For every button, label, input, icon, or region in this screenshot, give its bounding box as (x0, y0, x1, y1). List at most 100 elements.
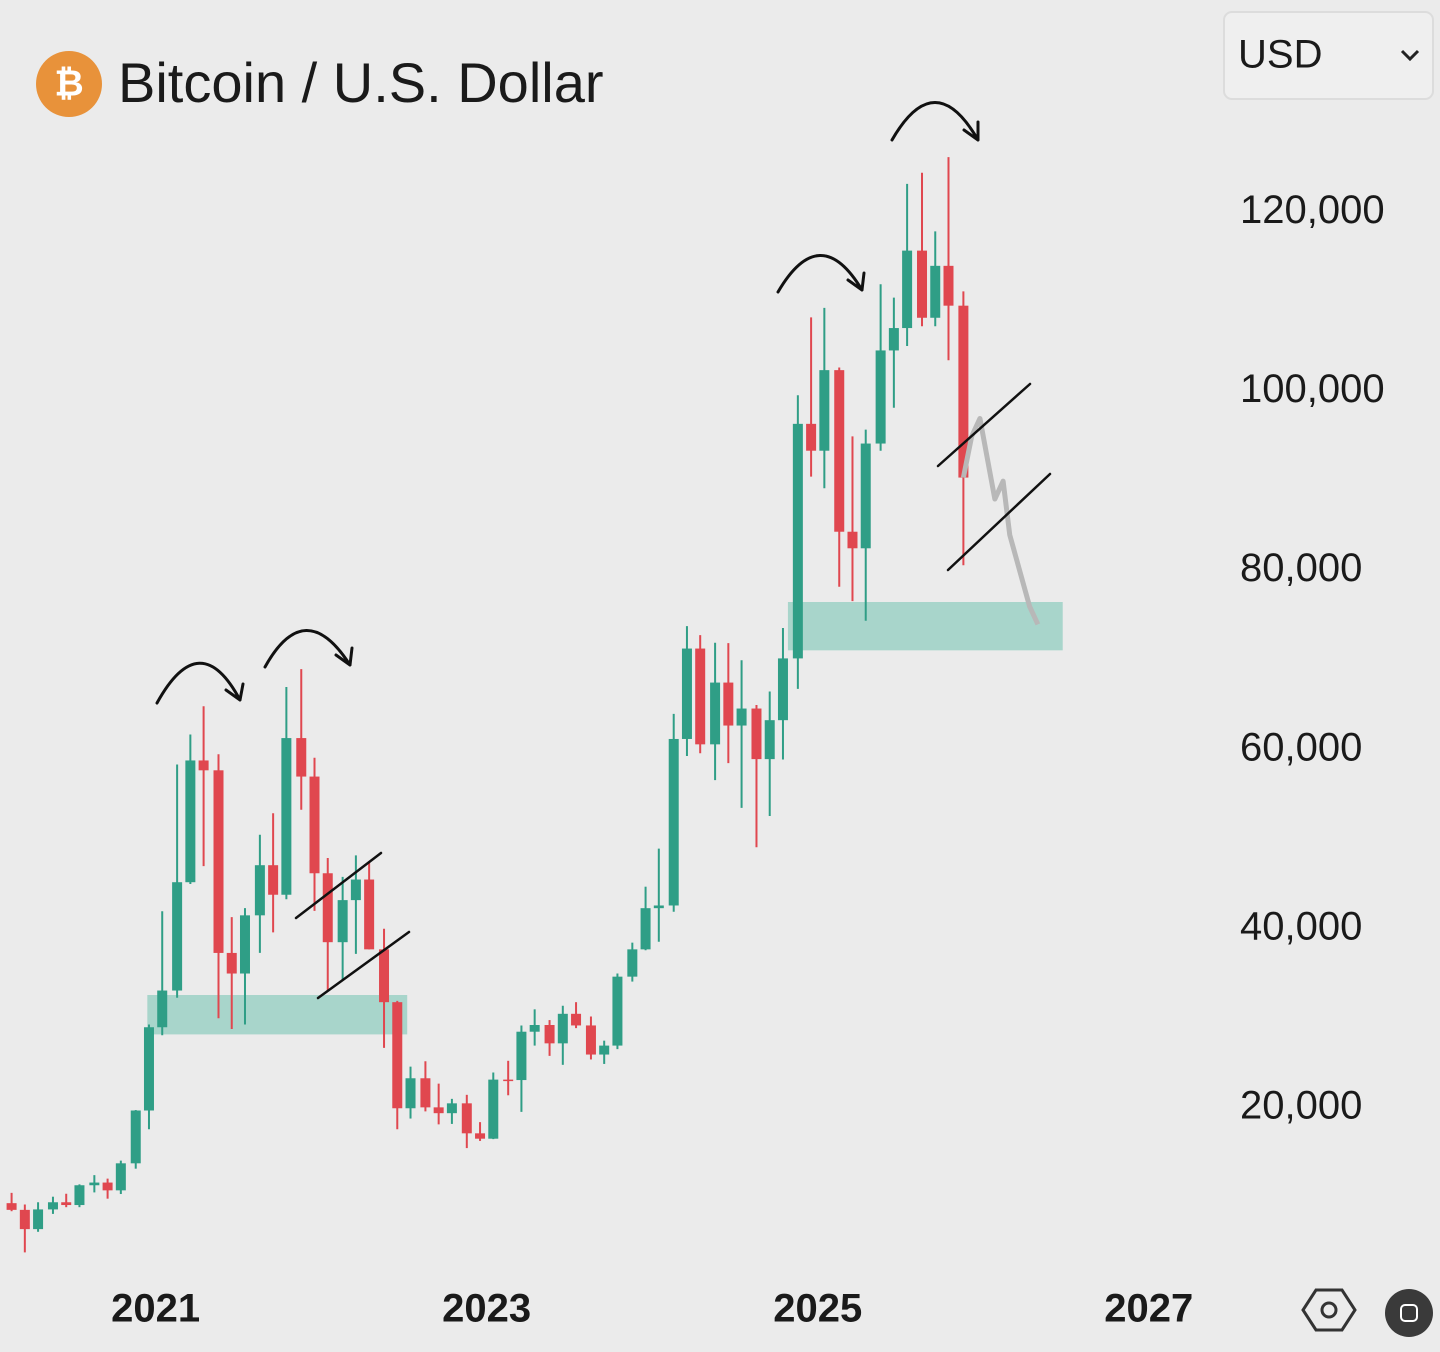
candle-body (488, 1079, 499, 1139)
y-tick-label: 120,000 (1240, 188, 1385, 232)
candle-body (627, 949, 638, 977)
candle-body (61, 1202, 72, 1206)
candle-body (516, 1031, 527, 1081)
candle-body (350, 879, 361, 901)
channel-lines (294, 851, 411, 1000)
candle-body (102, 1182, 113, 1191)
candle-body (254, 865, 265, 916)
candle-body (640, 908, 651, 950)
candle-body (847, 531, 858, 549)
candle-body (681, 648, 692, 739)
candle-body (6, 1203, 17, 1210)
candle-body (19, 1209, 30, 1230)
candle-body (888, 328, 899, 351)
candle-body (475, 1133, 486, 1139)
candle-body (74, 1185, 85, 1206)
candle-body (930, 265, 941, 318)
projection-line (960, 415, 1041, 626)
zones (147, 602, 1063, 1035)
candle-body (585, 1025, 596, 1055)
chart-title: Bitcoin / U.S. Dollar (118, 51, 604, 114)
y-tick-label: 20,000 (1240, 1083, 1362, 1127)
arrow (155, 661, 245, 705)
arrow (890, 101, 980, 142)
y-tick-label: 40,000 (1240, 904, 1362, 948)
chevron[interactable] (1400, 49, 1420, 62)
candle-body (668, 738, 679, 906)
edit-button[interactable] (1385, 1289, 1433, 1337)
support-zone (787, 602, 1063, 651)
candle-body (806, 423, 817, 451)
candle-body (322, 873, 333, 943)
candle-body (571, 1013, 582, 1026)
candle-body (917, 250, 928, 318)
arrow (263, 629, 354, 669)
candle-body (557, 1013, 568, 1044)
candle-body (503, 1079, 514, 1082)
y-tick-label: 80,000 (1240, 546, 1362, 590)
candle-body (185, 760, 196, 883)
candle-body (723, 682, 734, 726)
candle-body (115, 1163, 126, 1191)
candle-body (544, 1025, 555, 1044)
candle-body (875, 350, 886, 444)
candle-body (612, 976, 623, 1046)
hexagon-icon[interactable] (1301, 1288, 1357, 1332)
x-tick-label: 2021 (111, 1287, 200, 1331)
candle-body (143, 1027, 154, 1111)
y-tick-label: 60,000 (1240, 725, 1362, 769)
candle-body (198, 760, 209, 771)
candle-body (433, 1107, 444, 1114)
candle-body (296, 738, 307, 777)
annotations (155, 101, 1052, 1000)
candle-body (764, 720, 775, 760)
selector-label[interactable]: USD (1238, 33, 1322, 77)
x-tick-label: 2023 (442, 1287, 531, 1331)
icon-symbol: ₿ (54, 63, 83, 104)
candle-body (130, 1110, 141, 1164)
candle-body (309, 776, 320, 874)
candle-body (777, 658, 788, 721)
candle-body (157, 990, 168, 1028)
candle-body (268, 865, 279, 895)
candle-body (695, 648, 706, 745)
y-tick-label: 100,000 (1240, 367, 1385, 411)
candle-body (89, 1182, 100, 1186)
x-tick-label: 2027 (1104, 1287, 1193, 1331)
plot (6, 157, 1041, 1253)
candle-body (958, 305, 969, 478)
candle-body (446, 1103, 457, 1114)
settings-button[interactable] (1301, 1288, 1357, 1332)
candle-body (47, 1202, 58, 1210)
candle-body (213, 770, 224, 953)
hexagon-center[interactable] (1320, 1301, 1338, 1319)
candle-body (461, 1103, 472, 1134)
support-zone (147, 995, 408, 1035)
candle-body (379, 949, 390, 1003)
candle-body (239, 915, 250, 974)
channel-lines (936, 382, 1052, 572)
x-tick-label: 2025 (773, 1287, 862, 1331)
candle-body (599, 1045, 610, 1055)
candle-body (736, 708, 747, 726)
candle-body (337, 900, 348, 943)
candle-body (529, 1025, 540, 1032)
candle-body (405, 1078, 416, 1109)
candle-body (392, 1002, 403, 1109)
candle-body (653, 905, 664, 909)
candle-body (281, 738, 292, 895)
edit-circle[interactable] (1385, 1289, 1433, 1337)
candle-body (33, 1209, 44, 1230)
candle-body (710, 682, 721, 745)
currency-selector[interactable]: USD (1223, 11, 1434, 100)
candle-body (943, 265, 954, 306)
candle-body (819, 370, 830, 451)
candle-body (172, 882, 183, 991)
edit-icon[interactable] (1400, 1304, 1418, 1322)
bitcoin-icon (36, 51, 102, 117)
arrow (776, 254, 866, 294)
selector-box[interactable] (1223, 11, 1434, 100)
